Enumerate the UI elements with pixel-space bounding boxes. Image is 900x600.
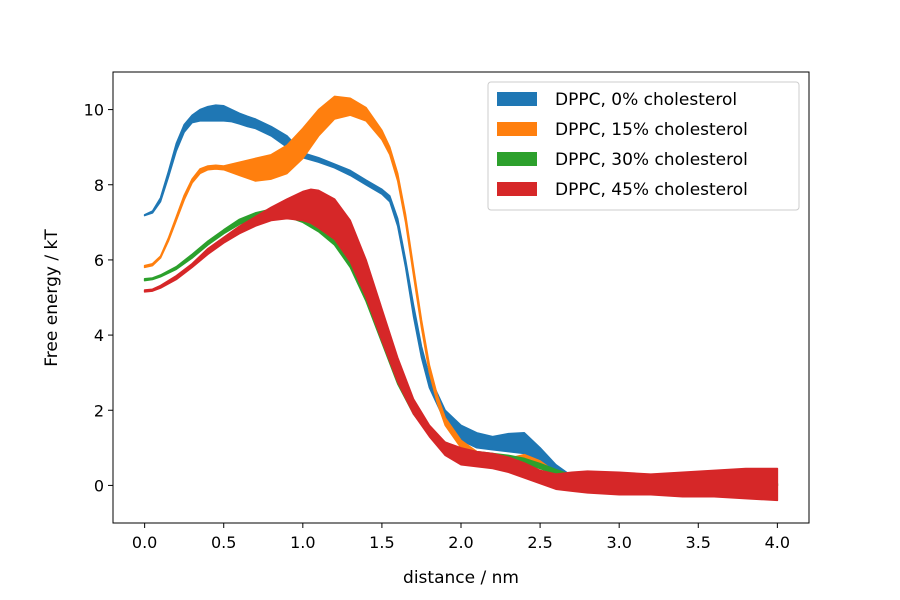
- legend-label: DPPC, 45% cholesterol: [555, 180, 748, 200]
- x-tick-label: 1.0: [290, 533, 315, 552]
- x-axis-ticks: 0.0 0.5 1.0 1.5 2.0 2.5 3.0 3.5 4.0: [132, 523, 790, 552]
- y-tick-label: 0: [94, 476, 104, 495]
- legend: DPPC, 0% cholesterol DPPC, 15% cholestero…: [487, 81, 800, 211]
- series-band-3: [143, 188, 779, 502]
- x-axis-label: distance / nm: [403, 568, 519, 588]
- y-tick-label: 2: [94, 401, 104, 420]
- x-tick-label: 3.0: [606, 533, 631, 552]
- legend-swatch: [497, 182, 537, 196]
- y-axis-ticks: 0 2 4 6 8 10: [84, 101, 113, 495]
- y-tick-label: 10: [84, 101, 104, 120]
- x-tick-label: 2.0: [448, 533, 473, 552]
- legend-label: DPPC, 30% cholesterol: [555, 150, 748, 170]
- y-tick-label: 6: [94, 251, 104, 270]
- y-axis-label: Free energy / kT: [42, 229, 62, 367]
- series-layer: [143, 95, 779, 502]
- x-tick-label: 0.0: [132, 533, 157, 552]
- x-tick-label: 4.0: [765, 533, 790, 552]
- legend-swatch: [497, 92, 537, 106]
- y-tick-label: 8: [94, 176, 104, 195]
- x-tick-label: 0.5: [211, 533, 236, 552]
- legend-label: DPPC, 0% cholesterol: [555, 90, 737, 110]
- legend-swatch: [497, 122, 537, 136]
- legend-label: DPPC, 15% cholesterol: [555, 120, 748, 140]
- y-tick-label: 4: [94, 326, 104, 345]
- x-tick-label: 3.5: [686, 533, 711, 552]
- legend-box: [487, 81, 800, 211]
- x-tick-label: 1.5: [369, 533, 394, 552]
- legend-swatch: [497, 152, 537, 166]
- x-tick-label: 2.5: [527, 533, 552, 552]
